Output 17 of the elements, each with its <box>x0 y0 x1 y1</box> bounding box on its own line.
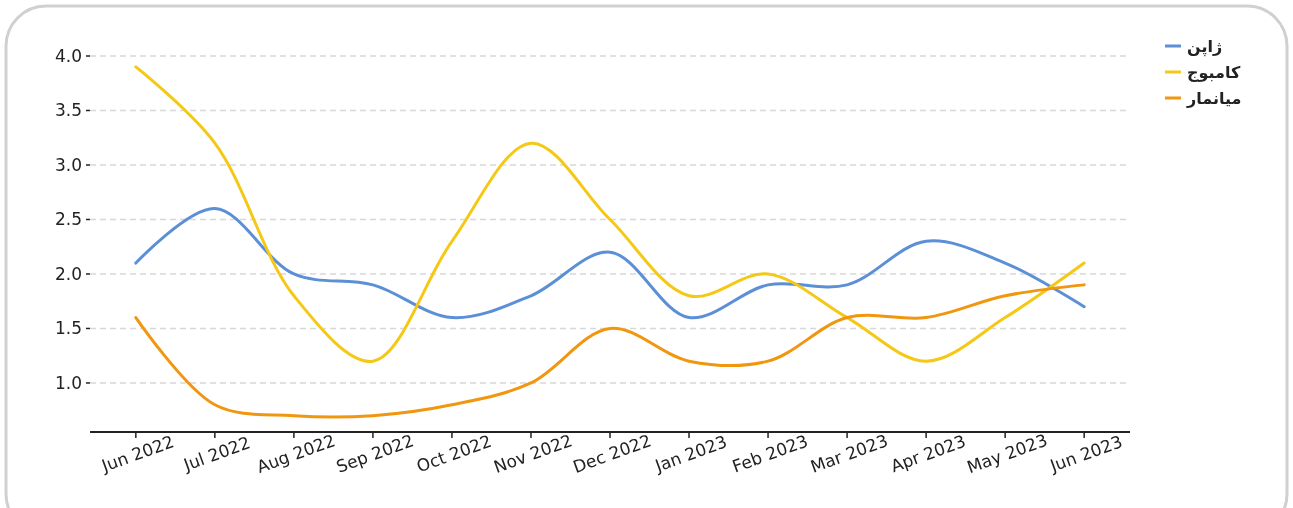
x-tick-label: Jan 2023 <box>651 431 730 477</box>
y-tick-label: 1.0 <box>54 372 82 393</box>
legend-label: ژاپن <box>1187 36 1223 57</box>
line-series <box>134 65 1086 363</box>
y-tick-label: 4.0 <box>54 45 82 66</box>
x-tick-label: Oct 2022 <box>413 430 495 477</box>
legend-label: کامبوج <box>1187 62 1242 82</box>
y-tick-label: 3.5 <box>54 100 82 121</box>
x-tick-label: Jul 2022 <box>180 432 253 476</box>
y-tick-label: 2.0 <box>54 263 82 284</box>
y-tick-label: 2.5 <box>54 209 82 230</box>
y-tick-label: 1.5 <box>54 318 82 339</box>
line-series <box>134 207 1086 320</box>
legend-label: میانمار <box>1186 88 1242 108</box>
x-tick-label: Jun 2022 <box>98 431 177 477</box>
line-series <box>134 283 1086 419</box>
y-tick-label: 3.0 <box>54 154 82 175</box>
